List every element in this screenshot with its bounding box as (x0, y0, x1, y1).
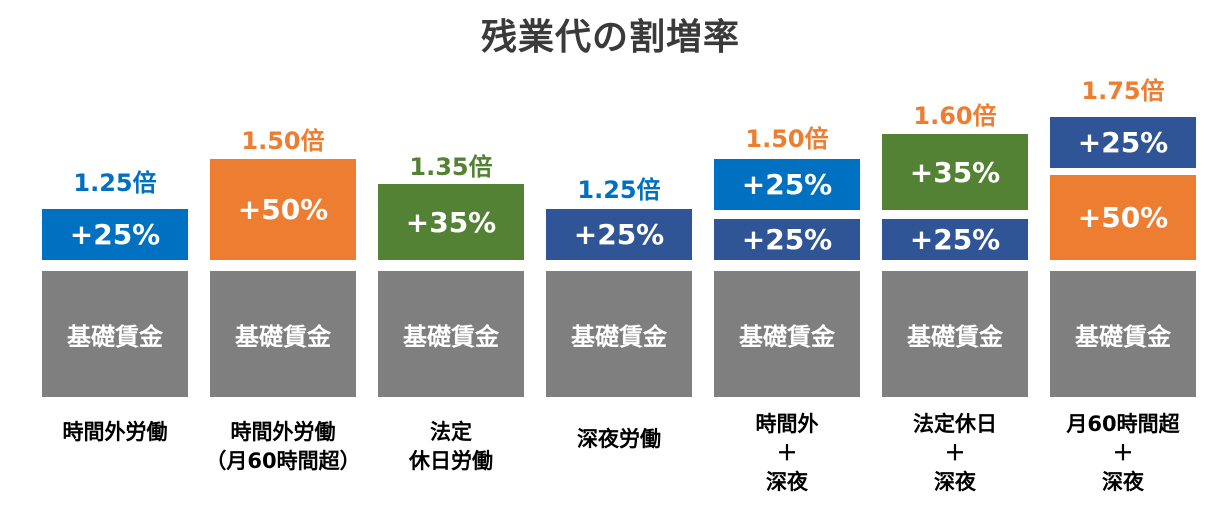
multiplier-label: 1.60倍 (913, 102, 997, 130)
surcharge-block: +25% (546, 209, 692, 260)
column-caption: 時間外 ＋ 深夜 (684, 410, 890, 497)
caption-line: ＋ (776, 441, 798, 465)
surcharge-block: +35% (882, 134, 1028, 210)
surcharge-block: +25% (882, 219, 1028, 260)
multiplier-label: 1.25倍 (73, 169, 157, 197)
caption-line: 深夜 (1102, 470, 1144, 494)
surcharge-block: +35% (378, 184, 524, 260)
column-caption: 法定休日 ＋ 深夜 (852, 410, 1058, 497)
base-wage-block: 基礎賃金 (378, 271, 524, 397)
column-caption: 月60時間超 ＋ 深夜 (1020, 410, 1221, 497)
surcharge-block: +50% (210, 159, 356, 260)
caption-line: ＋ (1112, 441, 1134, 465)
column-caption: 時間外労働 （月60時間超） (180, 418, 386, 476)
caption-line: 休日労働 (409, 449, 493, 473)
base-wage-block: 基礎賃金 (714, 271, 860, 397)
base-wage-block: 基礎賃金 (1050, 271, 1196, 397)
column-caption: 法定 休日労働 (348, 418, 554, 476)
page-title: 残業代の割増率 (480, 17, 740, 58)
base-wage-block: 基礎賃金 (42, 271, 188, 397)
column-5: 1.50倍 +25% +25% 基礎賃金時間外 ＋ 深夜 (714, 0, 860, 519)
surcharge-block: +25% (1050, 117, 1196, 168)
caption-line: 深夜 (766, 470, 808, 494)
base-wage-block: 基礎賃金 (210, 271, 356, 397)
caption-line: 月60時間超 (1066, 412, 1180, 436)
surcharge-block: +25% (42, 209, 188, 260)
caption-line: 法定 (430, 420, 472, 444)
caption-line: 時間外労働 (62, 420, 168, 444)
surcharge-block: +25% (714, 219, 860, 260)
column-6: 1.60倍 +35% +25% 基礎賃金法定休日 ＋ 深夜 (882, 0, 1028, 519)
multiplier-label: 1.50倍 (241, 127, 325, 155)
column-caption: 時間外労働 (12, 418, 218, 447)
caption-line: （月60時間超） (205, 449, 361, 473)
caption-line: 法定休日 (913, 412, 997, 436)
base-wage-block: 基礎賃金 (546, 271, 692, 397)
column-4: 1.25倍 +25% 基礎賃金深夜労働 (546, 0, 692, 519)
multiplier-label: 1.25倍 (577, 176, 661, 204)
caption-line: 深夜 (934, 470, 976, 494)
base-wage-block: 基礎賃金 (882, 271, 1028, 397)
column-2: 1.50倍 +50% 基礎賃金時間外労働 （月60時間超） (205, 0, 360, 519)
column-3: 1.35倍 +35% 基礎賃金法定休日労働 (378, 0, 524, 519)
surcharge-block: +25% (714, 159, 860, 210)
multiplier-label: 1.50倍 (745, 125, 829, 153)
multiplier-label: 1.75倍 (1081, 77, 1165, 105)
column-caption: 深夜労働 (516, 425, 722, 454)
surcharge-block: +50% (1050, 175, 1196, 260)
column-1: 1.25倍 +25% 基礎賃金時間外労働 (42, 0, 188, 519)
caption-line: 時間外労働 (230, 420, 336, 444)
column-7: 1.75倍 +25% +50% 基礎賃金月60時間超 ＋ 深夜 (1050, 0, 1196, 519)
caption-line: 深夜労働 (577, 427, 661, 451)
caption-line: 時間外 (755, 412, 819, 436)
multiplier-label: 1.35倍 (409, 153, 493, 181)
caption-line: ＋ (944, 441, 966, 465)
